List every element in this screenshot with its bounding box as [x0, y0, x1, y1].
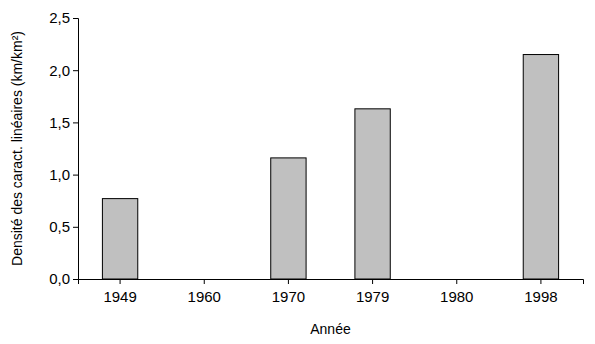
x-axis-title: Année	[310, 321, 351, 337]
y-tick-label: 0,0	[49, 270, 70, 287]
y-tick: 0,0	[49, 270, 78, 287]
x-tick: 1980	[440, 279, 473, 305]
y-tick-label: 2,5	[49, 9, 70, 26]
y-tick: 2,0	[49, 62, 78, 79]
y-axis-line	[73, 19, 79, 280]
x-tick-mark	[540, 279, 541, 284]
x-tick: 1960	[188, 279, 221, 305]
x-tick-label: 1949	[103, 288, 136, 305]
x-tick-label: 1998	[524, 288, 557, 305]
x-tick-mark	[456, 279, 457, 284]
x-tick-label: 1970	[272, 288, 305, 305]
y-tick: 1,5	[49, 114, 78, 131]
x-tick-label: 1979	[356, 288, 389, 305]
y-tick-label: 1,5	[49, 114, 70, 131]
x-tick: 1970	[272, 279, 305, 305]
y-tick-mark	[73, 122, 78, 123]
bar	[271, 158, 306, 279]
y-tick-label: 0,5	[49, 218, 70, 235]
bar	[523, 55, 558, 279]
y-tick: 1,0	[49, 166, 78, 183]
y-tick-mark	[73, 175, 78, 176]
plot: 0,00,51,01,52,02,51949196019701979198019…	[49, 9, 583, 305]
x-tick-label: 1960	[188, 288, 221, 305]
x-tick: 1979	[356, 279, 389, 305]
y-tick-label: 1,0	[49, 166, 70, 183]
y-tick-mark	[73, 70, 78, 71]
y-axis-title: Densité des caract. linéaires (km/km²)	[9, 31, 25, 266]
x-tick-mark	[288, 279, 289, 284]
bars	[102, 55, 558, 279]
x-tick-mark	[120, 279, 121, 284]
y-axis: 0,0 0,5 1,0 1,5 2,0 2,5	[49, 9, 78, 287]
x-axis: 1949 1960 1970 1979 1980 1998	[79, 279, 584, 305]
x-tick-mark	[372, 279, 373, 284]
y-tick-label: 2,0	[49, 62, 70, 79]
x-tick-mark	[204, 279, 205, 284]
y-tick-mark	[73, 227, 78, 228]
y-tick-mark	[73, 18, 78, 19]
x-axis-line	[79, 280, 584, 285]
y-tick: 2,5	[49, 9, 78, 26]
x-tick: 1949	[103, 279, 136, 305]
y-tick-mark	[73, 279, 78, 280]
chart: 0,00,51,01,52,02,51949196019701979198019…	[0, 0, 595, 344]
x-tick-label: 1980	[440, 288, 473, 305]
x-tick: 1998	[524, 279, 557, 305]
bar	[102, 199, 137, 279]
bar	[355, 109, 390, 279]
y-tick: 0,5	[49, 218, 78, 235]
